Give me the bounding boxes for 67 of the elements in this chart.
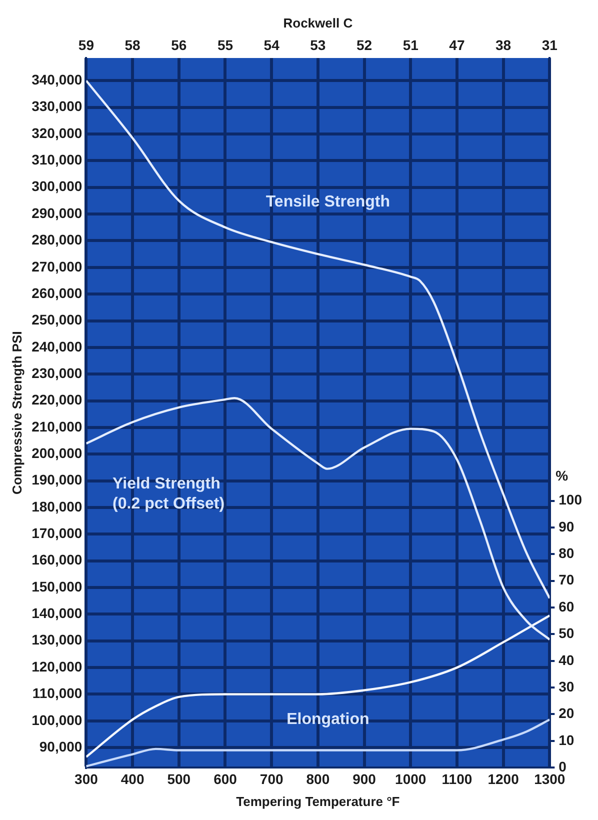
y-tick-label: 180,000 [32,498,82,514]
y-tick-label: 310,000 [32,152,82,168]
text: 47 [449,36,465,53]
y-tick-label: 140,000 [32,605,82,622]
y-axis-title: Compressive Strength PSI [9,331,24,494]
y-tick-label: 110,000 [32,685,82,702]
y-tick-label: 200,000 [32,445,82,462]
line-series [86,397,550,641]
y2-axis-title: % [556,468,569,484]
text: 56 [171,36,187,53]
y2-tick-label: 80 [558,545,574,562]
y2-tick-label: 40 [558,652,574,668]
y-tick-label: 190,000 [32,472,82,488]
text: 31 [542,36,558,53]
y2-tick-label: 50 [558,625,574,642]
text: 52 [356,36,372,53]
series-label: Tensile Strength [266,193,390,210]
y-tick-label: 90,000 [39,738,82,754]
y-tick-label: 160,000 [32,552,82,568]
x-tick-label: 900 [352,770,376,787]
y-tick-label: 300,000 [32,178,82,194]
y2-tick-label: 90 [558,518,574,534]
y-tick-label: 260,000 [32,284,82,301]
x-tick-label: 1200 [488,770,520,787]
line-series [86,80,550,600]
line-series [86,614,550,758]
y2-tick-label: 10 [558,732,574,748]
x-tick-label: 500 [167,770,191,787]
text: 59 [78,36,94,53]
y-tick-label: 220,000 [32,392,82,408]
y-tick-label: 290,000 [32,204,82,221]
x-tick-label: 700 [260,770,284,787]
y2-tick-label: 60 [558,598,574,614]
y-tick-label: 210,000 [32,418,82,434]
y2-tick-label: 20 [558,705,574,722]
y-tick-label: 130,000 [32,632,82,648]
y-tick-label: 340,000 [32,72,82,88]
y2-tick-label: 100 [558,492,582,508]
y-tick-label: 250,000 [32,312,82,328]
x-axis-title: Tempering Temperature °F [236,794,400,809]
y-tick-label: 150,000 [32,578,82,594]
y2-tick-label: 30 [558,678,574,694]
x-tick-label: 800 [306,770,330,787]
x-tick-label: 1000 [395,770,426,787]
text: 54 [264,36,280,53]
y-tick-label: 230,000 [32,364,82,381]
x-tick-label: 300 [74,770,98,787]
y-tick-label: 330,000 [32,98,82,114]
text: 38 [496,36,512,53]
text: 55 [217,36,234,53]
y-tick-label: 280,000 [32,232,82,248]
y-tick-label: 240,000 [32,338,82,354]
x-tick-label: 1100 [442,770,472,787]
text: 51 [402,36,419,53]
y-tick-label: 170,000 [32,525,82,542]
x-tick-label: 400 [120,770,144,787]
y2-tick-label: 70 [558,572,574,588]
x2-axis-title: Rockwell C [283,16,354,31]
annotation: Elongation [286,711,370,728]
text: 58 [124,36,141,53]
y-tick-label: 320,000 [32,124,82,141]
text: Yield Strength (0.2 pct Offset) [112,476,225,513]
x-tick-label: 600 [214,770,238,787]
y-tick-label: 270,000 [32,258,82,274]
y-tick-label: 100,000 [32,712,82,728]
y-tick-label: 120,000 [32,658,82,674]
text: 53 [310,36,326,53]
